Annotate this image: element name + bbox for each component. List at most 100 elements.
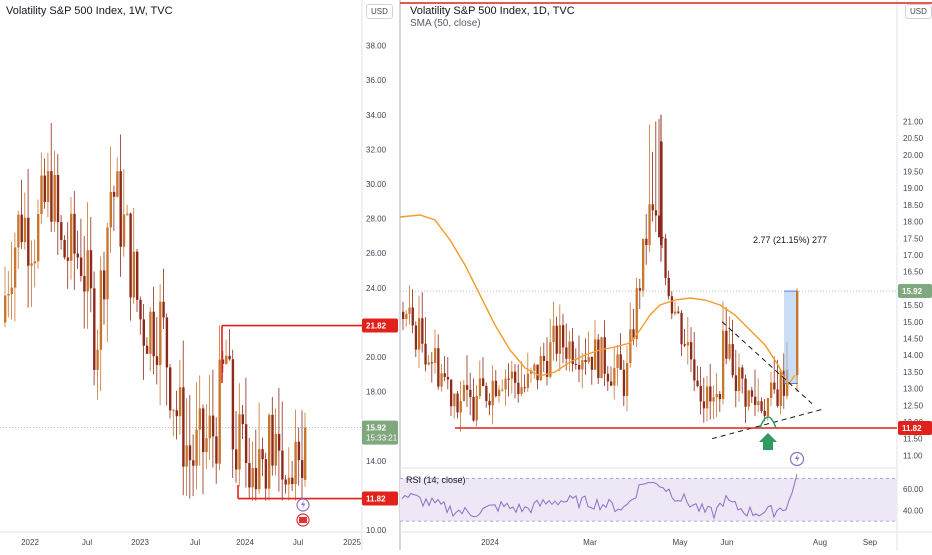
daily-candle-body	[424, 343, 427, 365]
daily-candle-body	[712, 397, 715, 402]
daily-candle-body	[555, 325, 558, 354]
daily-candle-body	[530, 370, 533, 374]
right-y-tick-label: 20.50	[903, 134, 924, 143]
daily-candle-body	[622, 369, 626, 396]
daily-candle-body	[494, 380, 498, 397]
daily-candle-body	[747, 390, 750, 407]
left-level-price-tag	[362, 491, 398, 506]
weekly-candle-body	[76, 253, 79, 258]
daily-candle-body	[731, 344, 734, 376]
daily-candle-body	[542, 356, 546, 361]
lightning-glyph	[795, 454, 800, 463]
daily-candle-body	[632, 329, 635, 340]
weekly-candle-body	[40, 175, 43, 215]
daily-candle-body	[558, 325, 562, 354]
weekly-candle-body	[93, 288, 96, 370]
triangle-upper-trendline	[721, 321, 813, 404]
daily-candle-body	[680, 312, 683, 345]
daily-candle-body	[437, 348, 440, 387]
weekly-candle-body	[291, 477, 294, 485]
weekly-candle-body	[86, 250, 89, 292]
daily-candle-body	[507, 378, 510, 380]
weekly-candle-body	[142, 319, 145, 346]
right-x-tick-label: Mar	[583, 538, 597, 547]
daily-candle-body	[411, 307, 414, 326]
daily-candle-body	[430, 362, 434, 364]
weekly-candle-body	[17, 214, 20, 248]
daily-candle-body	[539, 356, 542, 381]
weekly-candle-body	[258, 449, 261, 490]
weekly-candle-body	[294, 441, 297, 485]
weekly-candle-body	[277, 434, 281, 451]
daily-candle-body	[779, 370, 782, 406]
right-last-price-tag	[898, 284, 932, 299]
weekly-candle-body	[301, 460, 304, 478]
left-currency-button[interactable]: USD	[366, 4, 393, 19]
daily-candle-body	[581, 360, 584, 370]
weekly-candle-body	[30, 263, 33, 266]
right-level-price-tag-label: 11.82	[902, 424, 922, 433]
daily-candle-body	[462, 385, 466, 402]
daily-candle-body	[478, 378, 482, 397]
daily-candle-body	[453, 393, 456, 407]
weekly-candle-body	[202, 408, 205, 453]
left-last-price-label: 15.92	[366, 424, 387, 433]
weekly-candle-body	[195, 429, 198, 466]
left-x-tick-label: Jul	[293, 538, 303, 547]
left-y-tick-label: 38.00	[366, 42, 387, 51]
weekly-candle-body	[238, 414, 241, 470]
daily-candle-body	[738, 367, 741, 392]
left-level-price-tag	[362, 318, 398, 333]
daily-candle-body	[594, 339, 597, 370]
daily-candle-body	[773, 382, 776, 390]
daily-candle-body	[616, 354, 619, 369]
daily-candle-body	[677, 311, 680, 313]
daily-candle-body	[590, 356, 594, 370]
daily-candle-body	[571, 341, 574, 364]
weekly-candle-body	[7, 294, 10, 296]
daily-candle-body	[728, 344, 731, 359]
left-y-tick-label: 36.00	[366, 76, 387, 85]
right-y-tick-label: 21.00	[903, 117, 924, 126]
weekly-candle-body	[99, 270, 103, 350]
daily-candle-body	[776, 389, 779, 406]
weekly-candle-body	[169, 367, 172, 411]
daily-candle-body	[597, 339, 600, 379]
daily-candle-body	[565, 347, 568, 359]
daily-candle-body	[574, 363, 578, 365]
right-y-tick-label: 15.50	[903, 301, 924, 310]
right-y-tick-label: 18.00	[903, 218, 924, 227]
daily-candle-body	[654, 210, 658, 216]
daily-candle-body	[763, 410, 766, 416]
daily-candle-body	[517, 382, 520, 394]
right-y-tick-label: 19.00	[903, 184, 924, 193]
right-currency-button[interactable]: USD	[905, 4, 932, 19]
daily-candle-body	[485, 386, 488, 402]
left-lightning-glyph	[301, 500, 306, 509]
daily-candle-body	[690, 342, 693, 360]
daily-candle-body	[613, 368, 616, 386]
left-y-tick-label: 32.00	[366, 145, 387, 154]
weekly-candle-body	[215, 436, 218, 464]
right-x-tick-label: May	[672, 538, 687, 547]
daily-candle-body	[766, 397, 770, 416]
daily-candle-body	[510, 371, 514, 379]
left-us-flag-stripes	[299, 517, 307, 523]
daily-candle-body	[491, 380, 494, 406]
daily-candle-body	[482, 378, 485, 387]
right-y-tick-label: 17.50	[903, 234, 924, 243]
left-y-tick-label: 28.00	[366, 215, 387, 224]
left-chart-title: Volatility S&P 500 Index, 1W, TVC	[6, 5, 173, 17]
weekly-candle-body	[248, 463, 251, 488]
daily-candle-body	[725, 330, 728, 359]
right-x-tick-label: Jun	[721, 538, 734, 547]
daily-candle-body	[757, 401, 760, 405]
weekly-candle-body	[251, 467, 254, 488]
right-y-tick-label: 13.50	[903, 368, 924, 377]
daily-candle-body	[520, 387, 523, 394]
weekly-candle-body	[155, 356, 159, 365]
daily-candle-body	[450, 379, 453, 407]
daily-candle-body	[702, 401, 706, 409]
daily-candle-body	[635, 288, 638, 340]
